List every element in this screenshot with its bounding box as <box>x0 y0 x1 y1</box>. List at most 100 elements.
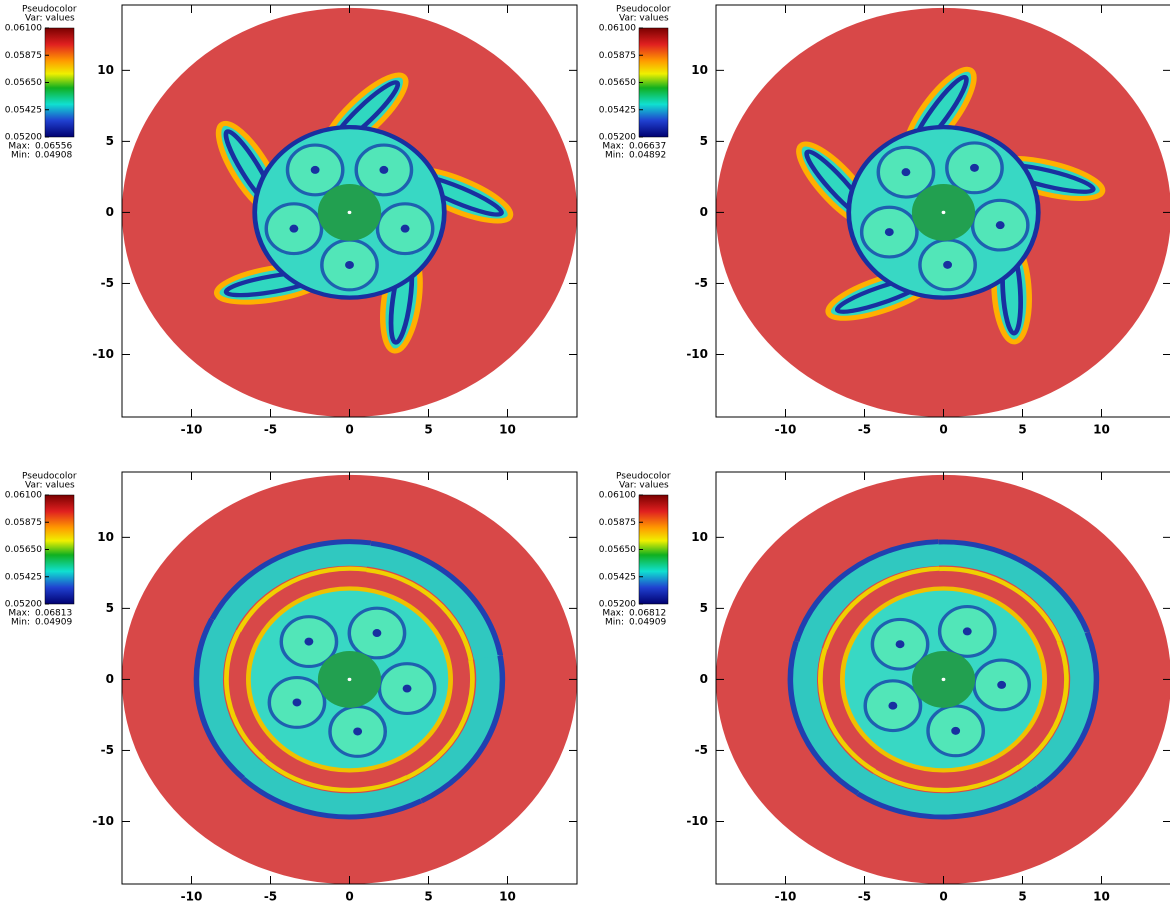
vortex-core <box>943 260 953 269</box>
max-label: Max: <box>8 609 30 619</box>
y-tick-label: 0 <box>106 205 114 219</box>
vortex-core <box>379 165 389 174</box>
y-tick-label: 5 <box>700 601 708 615</box>
colorbar-tick-label: 0.06100 <box>5 24 42 34</box>
y-tick-label: -10 <box>92 347 114 361</box>
y-tick-label: -10 <box>92 814 114 828</box>
colorbar-tick-label: 0.05650 <box>5 545 42 555</box>
variable-label: Var: values <box>25 481 75 491</box>
vortex-core <box>888 701 898 710</box>
ring-arc <box>212 542 371 631</box>
ring-arc-edge <box>420 655 506 804</box>
min-value: 0.04892 <box>629 151 666 161</box>
ring-arc <box>937 542 1087 641</box>
y-tick-label: -10 <box>686 347 708 361</box>
colorbar-tick-label: 0.05650 <box>5 78 42 88</box>
colorbar-tick-label: 0.05875 <box>599 51 636 61</box>
x-tick-label: 0 <box>345 423 353 437</box>
x-tick-label: -5 <box>264 423 277 437</box>
y-tick-label: 0 <box>106 672 114 686</box>
y-tick-label: -5 <box>695 276 708 290</box>
y-tick-label: -5 <box>101 743 114 757</box>
ring-arc-edge <box>193 617 246 780</box>
ring-arc-yellow <box>224 629 266 761</box>
vortex-core <box>901 168 911 177</box>
vortex-core <box>402 684 412 693</box>
y-tick-label: 5 <box>700 134 708 148</box>
vortex-core <box>970 163 979 172</box>
y-tick-label: -5 <box>101 276 114 290</box>
ring-arc-edge <box>938 539 1091 634</box>
x-tick-label: 10 <box>499 423 516 437</box>
x-tick-label: -10 <box>181 423 203 437</box>
center-dot <box>347 677 352 682</box>
y-tick-label: 5 <box>106 134 114 148</box>
ring-arc <box>366 543 499 660</box>
vortex-core <box>304 637 314 646</box>
vortex-core <box>353 727 363 736</box>
min-label: Min: <box>11 618 30 628</box>
colorbar <box>638 494 669 605</box>
max-value: 0.06556 <box>35 142 72 152</box>
colorbar <box>44 27 75 138</box>
vortex-core <box>995 221 1005 230</box>
x-tick-label: 0 <box>939 423 947 437</box>
field <box>122 7 578 418</box>
vortex-core <box>289 224 299 233</box>
max-label: Max: <box>8 142 30 152</box>
min-value: 0.04908 <box>35 151 72 161</box>
colorbar-tick-label: 0.05650 <box>599 78 636 88</box>
center-dot <box>347 210 352 215</box>
x-tick-label: -10 <box>181 890 203 904</box>
ring-arc <box>797 543 940 649</box>
vortex-core <box>310 165 320 174</box>
x-tick-label: 10 <box>1093 423 1110 437</box>
ring-arc-edge <box>787 640 860 796</box>
colorbar-tick-label: 0.05200 <box>599 133 636 143</box>
max-value: 0.06813 <box>35 609 72 619</box>
x-tick-label: -5 <box>858 890 871 904</box>
ring-arc-yellow <box>406 659 475 780</box>
ring-arc <box>791 641 874 793</box>
y-tick-label: 10 <box>691 530 708 544</box>
vortex-core <box>962 627 972 636</box>
y-tick-label: 0 <box>700 672 708 686</box>
x-tick-label: -5 <box>264 890 277 904</box>
legend-title: Pseudocolor <box>616 5 671 15</box>
colorbar-tick-label: 0.05875 <box>5 518 42 528</box>
y-tick-label: 10 <box>691 63 708 77</box>
x-tick-label: 0 <box>939 890 947 904</box>
vortex-core <box>997 680 1007 689</box>
ring-arc-yellow <box>236 566 367 632</box>
ring-arc-yellow <box>1017 640 1069 769</box>
colorbar-tick-label: 0.05200 <box>599 600 636 610</box>
x-tick-label: 5 <box>424 890 432 904</box>
variable-label: Var: values <box>619 14 669 24</box>
vortex-core <box>895 640 905 649</box>
min-value: 0.04909 <box>35 618 72 628</box>
ring-arc <box>244 761 422 817</box>
y-tick-label: 10 <box>97 63 114 77</box>
x-tick-label: 5 <box>1018 890 1026 904</box>
colorbar <box>44 494 75 605</box>
max-label: Max: <box>602 142 624 152</box>
colorbar <box>638 27 669 138</box>
x-tick-label: 5 <box>1018 423 1026 437</box>
vortex-core <box>951 726 961 735</box>
center-dot <box>941 210 946 215</box>
ring-arc <box>1021 632 1096 787</box>
legend-title: Pseudocolor <box>22 472 77 482</box>
colorbar-tick-label: 0.05875 <box>5 51 42 61</box>
max-label: Max: <box>602 609 624 619</box>
ring-arc-yellow <box>262 757 409 793</box>
x-tick-label: -5 <box>858 423 871 437</box>
colorbar-tick-label: 0.05200 <box>5 133 42 143</box>
legend-title: Pseudocolor <box>616 472 671 482</box>
ring-arc <box>197 619 262 779</box>
x-tick-label: -10 <box>775 423 797 437</box>
max-value: 0.06812 <box>629 609 666 619</box>
legend-title: Pseudocolor <box>22 5 77 15</box>
y-tick-label: 0 <box>700 205 708 219</box>
